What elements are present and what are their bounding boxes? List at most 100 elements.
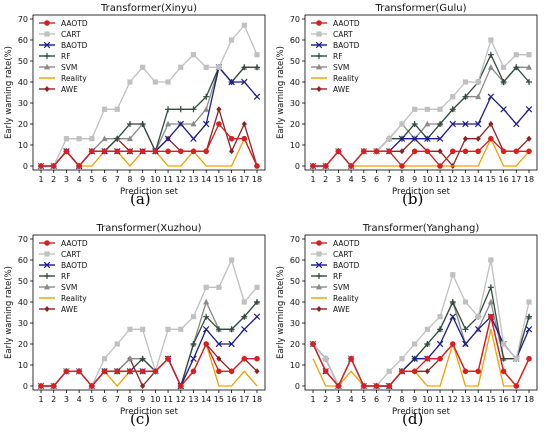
legend-label: Reality [61,74,87,83]
data-point [424,326,430,332]
data-point [424,106,430,112]
data-point [449,120,456,128]
data-point [126,135,133,142]
data-point [254,64,260,71]
data-point [228,148,235,155]
data-point [228,340,235,348]
caption-c: (c) [130,410,151,428]
data-point [165,120,172,127]
data-point [152,148,159,155]
data-point [254,299,260,305]
data-point [50,383,57,389]
x-tick-label: 13 [188,395,198,404]
data-point [525,106,533,113]
data-point [127,368,133,375]
data-point [399,163,405,169]
legend-label: Reality [333,74,359,83]
data-point [241,355,248,362]
data-point [241,313,248,320]
data-point [101,106,108,112]
data-point [241,22,247,28]
y-tick-label: 20 [18,120,28,129]
data-point [500,79,507,85]
data-point [436,340,444,348]
data-point [241,64,248,71]
data-point [253,313,261,320]
legend-label: CART [333,30,353,39]
x-tick-label: 16 [498,395,508,404]
series-line [41,258,258,388]
data-point [114,106,120,112]
x-tick-label: 8 [399,395,404,404]
x-tick-label: 18 [524,175,534,184]
x-tick-label: 13 [460,175,470,184]
x-tick-label: 16 [226,395,236,404]
data-point [513,383,520,389]
data-point [165,326,171,332]
x-tick-label: 18 [524,395,534,404]
data-point [500,106,507,113]
data-point [76,163,82,169]
data-point [114,135,121,142]
y-tick-label: 30 [18,99,28,108]
x-tick-label: 2 [51,395,56,404]
y-tick-label: 40 [290,78,300,87]
legend-marker [44,86,50,92]
data-point [513,356,519,362]
x-tick-label: 12 [448,175,458,184]
series-line [312,316,530,388]
caption-a: (a) [130,190,151,208]
x-tick-label: 17 [239,395,249,404]
data-point [323,356,329,362]
x-tick-label: 17 [511,175,521,184]
data-point [437,148,443,155]
data-point [424,368,430,375]
x-tick-label: 16 [498,175,508,184]
legend-label: RF [61,272,71,281]
x-tick-label: 17 [511,395,521,404]
legend-label: AWE [61,85,78,94]
legend-marker [316,273,322,279]
data-point [462,79,469,85]
x-tick-label: 14 [201,175,211,184]
data-point [437,314,443,320]
y-tick-label: 50 [290,277,300,286]
legend: AAOTD CART BAOTD RF SVM Reality AWE [311,239,360,314]
x-tick-label: 1 [310,175,315,184]
y-tick-label: 50 [290,57,300,66]
data-point [348,163,354,169]
data-point [424,355,431,362]
legend-marker [316,283,322,290]
data-point [411,355,418,362]
y-tick-label: 40 [290,298,300,307]
x-tick-label: 1 [310,395,315,404]
legend-label: BAOTD [61,261,88,270]
legend-marker [44,31,50,37]
data-point [411,135,418,142]
data-point [254,284,260,290]
data-point [526,52,532,58]
series-line [313,137,530,167]
data-point [190,368,197,375]
data-point [424,341,431,347]
data-point [216,106,222,113]
legend-marker [316,53,322,59]
data-point [165,79,171,85]
data-point [436,135,444,142]
data-point [241,135,248,142]
data-point [203,284,209,290]
x-tick-label: 15 [214,175,224,184]
x-tick-label: 12 [176,395,186,404]
data-point [399,148,405,155]
data-point [203,341,209,347]
legend-label: BAOTD [333,41,360,50]
data-point [411,368,418,375]
legend-label: BAOTD [333,261,360,270]
data-point [475,368,481,375]
data-point [139,368,146,375]
data-point [165,355,171,362]
data-point [165,148,171,155]
data-point [475,148,481,155]
x-tick-label: 5 [89,395,94,404]
